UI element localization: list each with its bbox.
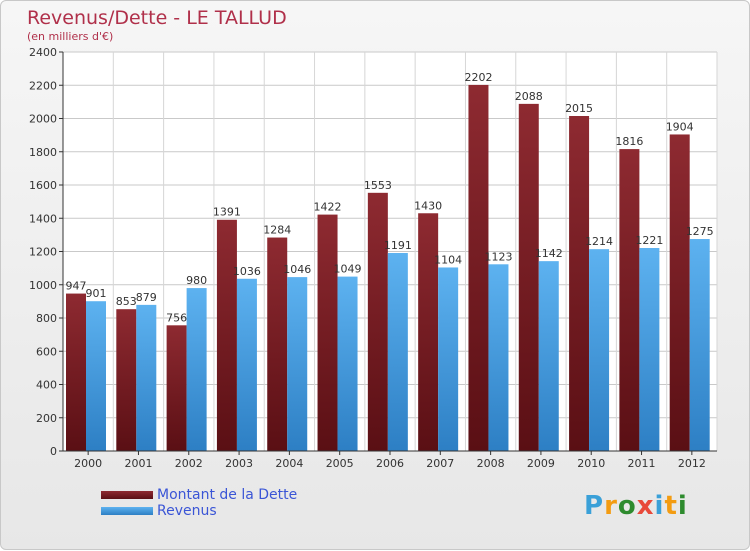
- logo-letter: o: [617, 491, 637, 521]
- legend-label-revenus: Revenus: [157, 503, 217, 519]
- bar-dette: [367, 192, 388, 451]
- legend-item-revenus: Revenus: [101, 503, 297, 519]
- bar-dette: [116, 309, 137, 451]
- x-tick-label: 2006: [376, 457, 404, 470]
- bar-dette: [418, 213, 439, 451]
- y-tick-label: 1800: [29, 146, 57, 159]
- legend: Montant de la Dette Revenus: [101, 487, 297, 519]
- bar-revenus: [387, 252, 408, 451]
- y-tick-label: 0: [50, 445, 57, 458]
- bar-dette: [669, 134, 690, 451]
- data-label: 1904: [666, 120, 694, 133]
- x-tick-label: 2009: [527, 457, 555, 470]
- data-label: 947: [66, 280, 87, 293]
- x-tick-label: 2008: [477, 457, 505, 470]
- bar-revenus: [488, 264, 509, 451]
- data-label: 1142: [535, 247, 563, 260]
- bar-revenus: [438, 267, 459, 451]
- x-tick-label: 2011: [628, 457, 656, 470]
- bar-revenus: [86, 301, 106, 451]
- y-tick-label: 600: [36, 345, 57, 358]
- logo-letter: i: [654, 491, 665, 521]
- y-tick-label: 1200: [29, 246, 57, 259]
- y-tick-label: 200: [36, 412, 57, 425]
- bar-dette: [216, 219, 237, 451]
- logo-letter: t: [664, 491, 678, 521]
- bar-revenus: [136, 304, 157, 451]
- y-tick-label: 400: [36, 379, 57, 392]
- bar-dette: [317, 214, 338, 451]
- data-label: 2202: [464, 71, 492, 84]
- data-label: 1391: [213, 206, 241, 219]
- data-label: 1284: [263, 224, 291, 237]
- chart-subtitle: (en milliers d'€): [27, 30, 114, 43]
- x-tick-label: 2003: [225, 457, 253, 470]
- y-tick-label: 1600: [29, 179, 57, 192]
- data-label: 879: [136, 291, 157, 304]
- bar-revenus: [639, 248, 660, 451]
- legend-label-dette: Montant de la Dette: [157, 487, 298, 503]
- bar-dette: [569, 116, 590, 451]
- data-label: 1104: [434, 253, 462, 266]
- data-label: 1816: [615, 135, 643, 148]
- y-tick-label: 2400: [29, 46, 57, 59]
- data-label: 1049: [334, 263, 362, 276]
- x-tick-label: 2010: [577, 457, 605, 470]
- data-label: 853: [116, 295, 137, 308]
- data-label: 980: [186, 274, 207, 287]
- x-tick-label: 2002: [175, 457, 203, 470]
- logo-letter: x: [636, 491, 655, 521]
- data-label: 1191: [384, 239, 412, 252]
- bar-revenus: [337, 276, 358, 451]
- y-tick-label: 800: [36, 312, 57, 325]
- bar-revenus: [186, 288, 207, 451]
- bar-dette: [468, 84, 489, 451]
- data-label: 756: [166, 311, 187, 324]
- logo-letter: P: [584, 491, 605, 521]
- logo-letter: i: [677, 491, 688, 521]
- bar-dette: [166, 325, 187, 451]
- x-tick-label: 2012: [678, 457, 706, 470]
- data-label: 1221: [635, 234, 663, 247]
- data-label: 1553: [364, 179, 392, 192]
- data-label: 1046: [283, 263, 311, 276]
- bar-revenus: [538, 261, 559, 451]
- y-tick-label: 1000: [29, 279, 57, 292]
- bar-revenus: [589, 249, 610, 451]
- bar-dette: [267, 237, 288, 451]
- data-label: 1123: [484, 250, 512, 263]
- data-label: 901: [86, 287, 107, 300]
- legend-item-dette: Montant de la Dette: [101, 487, 297, 503]
- legend-swatch-dette: [101, 491, 153, 499]
- legend-swatch-revenus: [101, 507, 153, 515]
- y-tick-label: 1400: [29, 212, 57, 225]
- bar-revenus: [689, 239, 710, 451]
- data-label: 1275: [686, 225, 714, 238]
- x-tick-label: 2000: [74, 457, 102, 470]
- logo-letter: r: [604, 491, 618, 521]
- y-tick-label: 2000: [29, 113, 57, 126]
- x-tick-label: 2004: [275, 457, 303, 470]
- bar-dette: [619, 149, 640, 451]
- bar-dette: [66, 293, 86, 451]
- y-tick-label: 2200: [29, 79, 57, 92]
- data-label: 2088: [515, 90, 543, 103]
- x-tick-label: 2005: [326, 457, 354, 470]
- proxiti-logo: Proxiti: [584, 491, 688, 521]
- bar-dette: [518, 103, 539, 452]
- data-label: 1422: [314, 201, 342, 214]
- data-label: 1430: [414, 199, 442, 212]
- x-tick-label: 2001: [124, 457, 152, 470]
- data-label: 1214: [585, 235, 613, 248]
- data-label: 1036: [233, 265, 261, 278]
- chart-title: Revenus/Dette - LE TALLUD: [27, 7, 287, 29]
- x-tick-label: 2007: [426, 457, 454, 470]
- data-label: 2015: [565, 102, 593, 115]
- bar-revenus: [236, 278, 257, 451]
- bar-revenus: [287, 277, 308, 451]
